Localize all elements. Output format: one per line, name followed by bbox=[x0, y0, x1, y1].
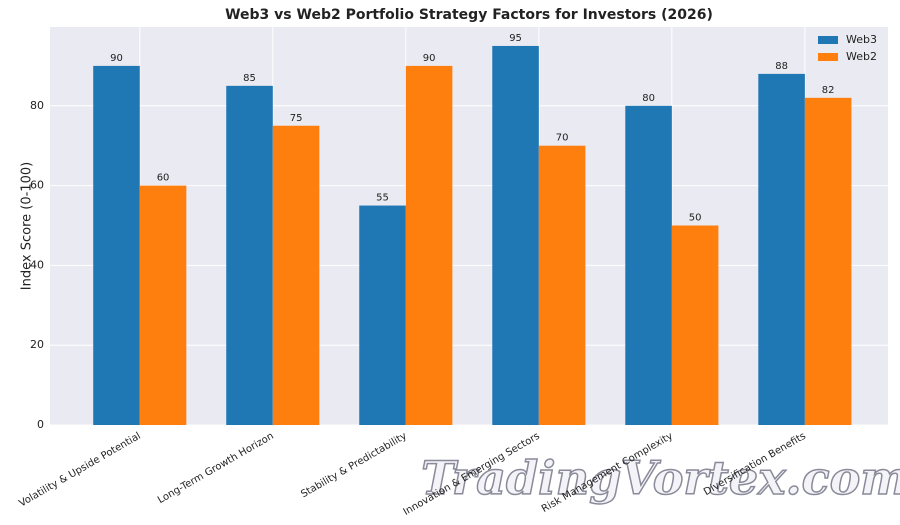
bar bbox=[226, 85, 273, 425]
bar bbox=[538, 145, 586, 425]
bar bbox=[139, 185, 187, 425]
chart-title: Web3 vs Web2 Portfolio Strategy Factors … bbox=[225, 7, 713, 23]
y-tick-label: 60 bbox=[30, 179, 44, 192]
watermark: TradingVortex.com bbox=[421, 451, 900, 505]
bar bbox=[405, 65, 453, 426]
value-label: 50 bbox=[689, 213, 702, 224]
y-tick-label: 40 bbox=[30, 258, 44, 271]
legend-label: Web2 bbox=[846, 50, 877, 63]
value-label: 70 bbox=[556, 133, 569, 144]
bar bbox=[272, 125, 320, 425]
bar bbox=[671, 225, 719, 425]
value-label: 60 bbox=[157, 173, 170, 184]
y-axis-label: Index Score (0-100) bbox=[20, 162, 35, 290]
x-tick-label: Volatility & Upside Potential bbox=[17, 431, 142, 510]
x-tick-label: Stability & Predictability bbox=[299, 431, 409, 501]
legend-swatch bbox=[818, 36, 838, 44]
value-label: 85 bbox=[243, 73, 256, 84]
bars bbox=[93, 45, 852, 426]
y-tick-label: 20 bbox=[30, 338, 44, 351]
value-label: 80 bbox=[642, 93, 655, 104]
value-label: 82 bbox=[822, 85, 835, 96]
bar bbox=[93, 65, 140, 426]
y-tick-label: 0 bbox=[37, 418, 44, 431]
bar bbox=[758, 73, 805, 425]
plot-area bbox=[50, 27, 888, 425]
value-label: 90 bbox=[110, 53, 123, 64]
x-tick-label: Long-Term Growth Horizon bbox=[156, 431, 276, 506]
value-label: 90 bbox=[423, 53, 436, 64]
bar bbox=[492, 45, 539, 425]
legend-label: Web3 bbox=[846, 33, 877, 46]
value-label: 75 bbox=[290, 113, 303, 124]
value-label: 88 bbox=[775, 61, 788, 72]
value-label: 95 bbox=[509, 33, 522, 44]
legend-swatch bbox=[818, 53, 838, 61]
bar bbox=[625, 105, 672, 426]
bar bbox=[359, 205, 406, 425]
bar bbox=[804, 97, 852, 425]
value-label: 55 bbox=[376, 193, 389, 204]
y-tick-label: 80 bbox=[30, 99, 44, 112]
